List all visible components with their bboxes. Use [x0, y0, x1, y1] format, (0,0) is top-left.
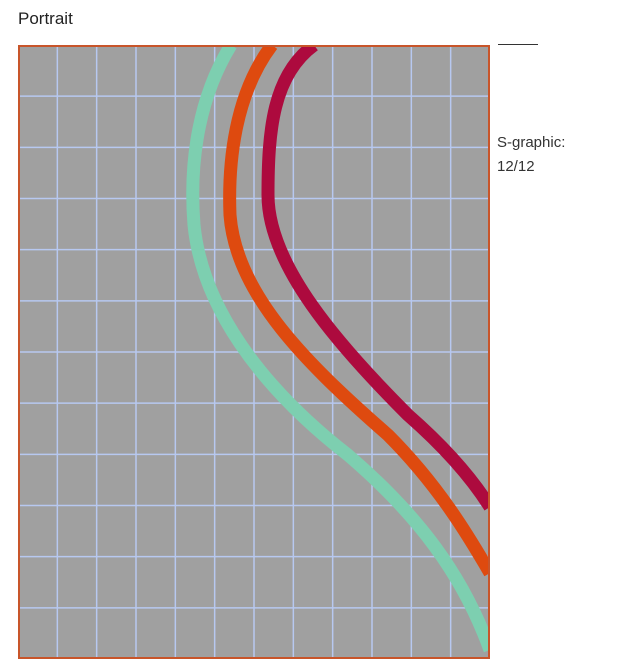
s-curve-crimson [261, 45, 490, 511]
portrait-frame [18, 45, 490, 659]
s-curve-teal [186, 45, 490, 653]
s-curve-orange [223, 45, 490, 577]
frame-border [18, 45, 490, 659]
grid-lines [18, 45, 490, 659]
caption: S-graphic: 12/12 [497, 131, 617, 179]
s-curves [186, 45, 490, 653]
header-rule [498, 44, 538, 45]
caption-ratio: 12/12 [497, 158, 535, 175]
caption-label: S-graphic: [497, 134, 566, 151]
page-title: Portrait [18, 9, 73, 28]
